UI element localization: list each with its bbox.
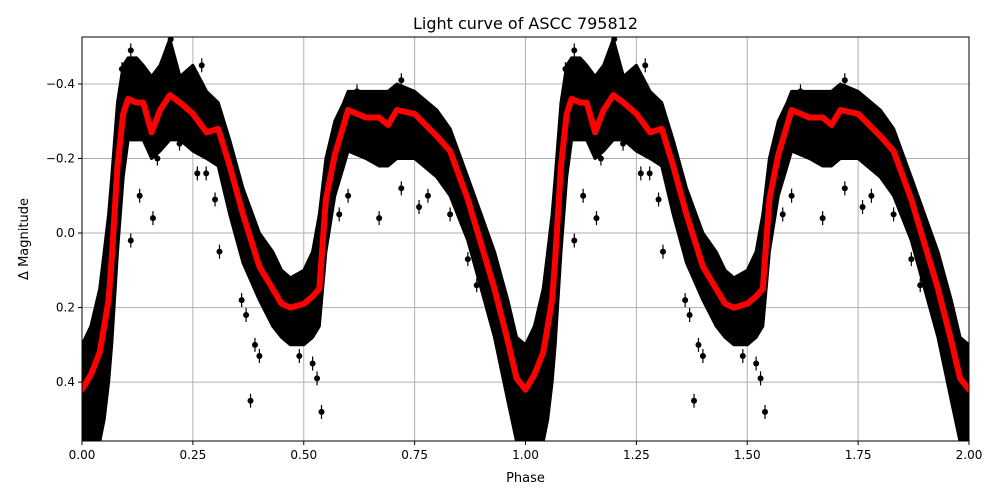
observation-point	[353, 88, 360, 95]
x-axis-label: Phase	[506, 471, 545, 486]
observation-band	[82, 37, 527, 441]
observation-point	[637, 170, 644, 177]
observation-point	[917, 282, 924, 289]
observation-point	[251, 341, 258, 348]
observation-point	[127, 237, 134, 244]
observation-point	[309, 360, 316, 367]
observation-point	[571, 47, 578, 54]
observation-point	[819, 215, 826, 222]
plot-marks	[82, 37, 969, 441]
observation-point	[464, 256, 471, 263]
observation-point	[691, 397, 698, 404]
observation-point	[841, 77, 848, 84]
observation-point	[238, 297, 245, 304]
observation-point	[890, 211, 897, 218]
observation-point	[127, 47, 134, 54]
observation-point	[118, 66, 125, 73]
y-tick-label: 0.2	[56, 301, 75, 315]
x-axis: 0.00 0.25 0.50 0.75 1.00 1.25 1.50 1.75 2.00	[69, 441, 983, 462]
observation-point	[473, 282, 480, 289]
y-tick-label: 0.4	[56, 375, 75, 389]
observation-point	[194, 170, 201, 177]
observation-point	[216, 248, 223, 255]
x-tick-label: 1.25	[623, 448, 650, 462]
x-tick-label: 0.25	[180, 448, 207, 462]
y-axis-label: Δ Magnitude	[17, 198, 32, 280]
observation-point	[163, 51, 170, 58]
y-tick-label: −0.4	[46, 77, 75, 91]
observation-point	[646, 170, 653, 177]
observation-point	[500, 293, 507, 300]
observation-point	[376, 215, 383, 222]
observation-point	[398, 77, 405, 84]
observation-point	[243, 312, 250, 319]
observation-point	[606, 51, 613, 58]
observation-point	[198, 62, 205, 69]
observation-point	[154, 155, 161, 162]
observation-point	[336, 211, 343, 218]
x-tick-label: 0.75	[401, 448, 428, 462]
observation-point	[868, 192, 875, 199]
x-tick-label: 1.00	[512, 448, 539, 462]
observation-point	[296, 353, 303, 360]
observation-point	[571, 237, 578, 244]
x-tick-label: 0.50	[290, 448, 317, 462]
observation-point	[757, 375, 764, 382]
observation-point	[256, 353, 263, 360]
observation-point	[788, 192, 795, 199]
observation-point	[739, 353, 746, 360]
observation-point	[859, 203, 866, 210]
observation-point	[580, 192, 587, 199]
observation-point	[695, 341, 702, 348]
y-tick-label: 0.0	[56, 226, 75, 240]
observation-point	[136, 192, 143, 199]
observation-point	[176, 140, 183, 147]
model-curve	[82, 92, 529, 393]
model-curve	[522, 92, 969, 393]
observation-point	[655, 196, 662, 203]
x-tick-label: 0.00	[69, 448, 96, 462]
observation-point	[562, 66, 569, 73]
chart-title: Light curve of ASCC 795812	[413, 14, 638, 33]
observation-point	[212, 196, 219, 203]
observation-point	[149, 215, 156, 222]
observation-point	[593, 215, 600, 222]
observation-point	[779, 211, 786, 218]
observation-point	[345, 192, 352, 199]
observation-point	[416, 203, 423, 210]
observation-point	[761, 408, 768, 415]
observation-point	[753, 360, 760, 367]
observation-point	[686, 312, 693, 319]
observation-band	[524, 37, 969, 441]
observation-point	[611, 37, 618, 43]
observation-point	[797, 88, 804, 95]
observation-point	[908, 256, 915, 263]
observation-point	[943, 293, 950, 300]
y-axis: −0.4 −0.2 0.0 0.2 0.4	[46, 77, 82, 389]
observation-point	[398, 185, 405, 192]
x-tick-label: 1.75	[845, 448, 872, 462]
observation-point	[318, 408, 325, 415]
y-tick-label: −0.2	[46, 151, 75, 165]
observation-point	[620, 140, 627, 147]
observation-point	[314, 375, 321, 382]
observation-point	[597, 155, 604, 162]
observation-point	[682, 297, 689, 304]
observation-point	[642, 62, 649, 69]
observation-point	[659, 248, 666, 255]
observation-point	[841, 185, 848, 192]
x-tick-label: 1.50	[734, 448, 761, 462]
observation-point	[424, 192, 431, 199]
x-tick-label: 2.00	[956, 448, 983, 462]
observation-point	[699, 353, 706, 360]
observation-point	[247, 397, 254, 404]
observation-point	[447, 211, 454, 218]
observation-point	[203, 170, 210, 177]
observation-point	[167, 37, 174, 43]
